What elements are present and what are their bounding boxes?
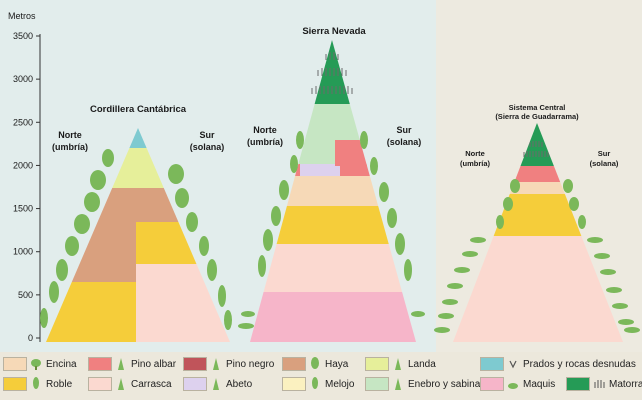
legend-item-enebro-sabina: Enebro y sabina [365,376,480,392]
axis-tick-label: 500 [18,290,33,300]
legend-swatch [88,377,112,391]
legend-item-pino-albar: Pino albar [88,356,176,372]
legend-label: Pino negro [226,358,275,370]
legend-swatch [365,377,389,391]
legend-label: Carrasca [131,378,172,390]
conifer-tree-icon [30,377,42,391]
legend-label: Matorral [609,378,642,390]
axis-tick-label: 3500 [13,31,33,41]
north-slope-label: Norte (umbría) [247,125,283,147]
broadleaf-tree-icon [30,357,42,371]
south-slope-label: Sur (solana) [190,130,225,152]
north-slope-label: Norte (umbría) [52,130,88,152]
legend-swatch [480,357,504,371]
legend-swatch [365,357,389,371]
legend-swatch [183,377,207,391]
legend-swatch [3,357,27,371]
axis-tick-label: 3000 [13,74,33,84]
conifer-tree-icon [309,377,321,391]
axis-tick-label: 0 [28,333,33,343]
mountain-name: Sistema Central (Sierra de Guadarrama) [495,103,579,121]
legend-swatch [282,377,306,391]
legend-item-haya: Haya [282,356,348,372]
legend-label: Melojo [325,378,355,390]
legend-item-pino-negro: Pino negro [183,356,274,372]
axis-label: Metros [8,11,36,21]
conifer-tree-icon [210,357,222,371]
legend-label: Haya [325,358,349,370]
broadleaf-tree-icon [309,357,321,371]
conifer-tree-icon [115,357,127,371]
axis-tick-label: 2000 [13,160,33,170]
legend-item-landa: Landa [365,356,436,372]
legend-item-abeto: Abeto [183,376,252,392]
shrub-icon [507,377,519,391]
mountain-name: Sierra Nevada [302,26,366,37]
south-slope-label: Sur (solana) [387,125,422,147]
conifer-tree-icon [392,357,404,371]
conifer-tree-icon [392,377,404,391]
mountain-name: Cordillera Cantábrica [90,104,187,115]
legend-label: Abeto [226,378,253,390]
legend-swatch [183,357,207,371]
grass-tuft-icon [593,377,605,391]
grass-tuft-icon [507,357,519,371]
legend-label: Landa [408,358,436,370]
legend-label: Pino albar [131,358,177,370]
legend-swatch [282,357,306,371]
legend-label: Roble [46,378,73,390]
legend: Encina Roble Pino albar Carrasca Pino ne… [0,352,642,400]
north-slope-label: Norte (umbría) [460,149,491,168]
legend-swatch [566,377,590,391]
axis-tick-label: 2500 [13,117,33,127]
legend-item-carrasca: Carrasca [88,376,172,392]
legend-swatch [480,377,504,391]
legend-item-maquis: Maquis [480,376,555,392]
legend-swatch [3,377,27,391]
axis-tick-label: 1000 [13,247,33,257]
axis-ticks: 3500 3000 2500 2000 1500 1000 500 0 [13,31,40,343]
legend-label: Enebro y sabina [408,378,481,390]
legend-label: Encina [46,358,77,370]
altitude-axis: Metros 3500 3000 2500 2000 1500 1000 500 0 [8,11,41,343]
legend-label: Prados y rocas desnudas [523,358,636,370]
legend-item-matorral: Matorral [566,376,642,392]
legend-item-melojo: Melojo [282,376,354,392]
conifer-tree-icon [115,377,127,391]
legend-swatch [88,357,112,371]
axis-tick-label: 1500 [13,204,33,214]
legend-item-encina: Encina [3,356,77,372]
legend-item-prados: Prados y rocas desnudas [480,356,636,372]
legend-label: Maquis [523,378,556,390]
conifer-tree-icon [210,377,222,391]
legend-item-roble: Roble [3,376,72,392]
south-slope-label: Sur (solana) [590,149,619,168]
